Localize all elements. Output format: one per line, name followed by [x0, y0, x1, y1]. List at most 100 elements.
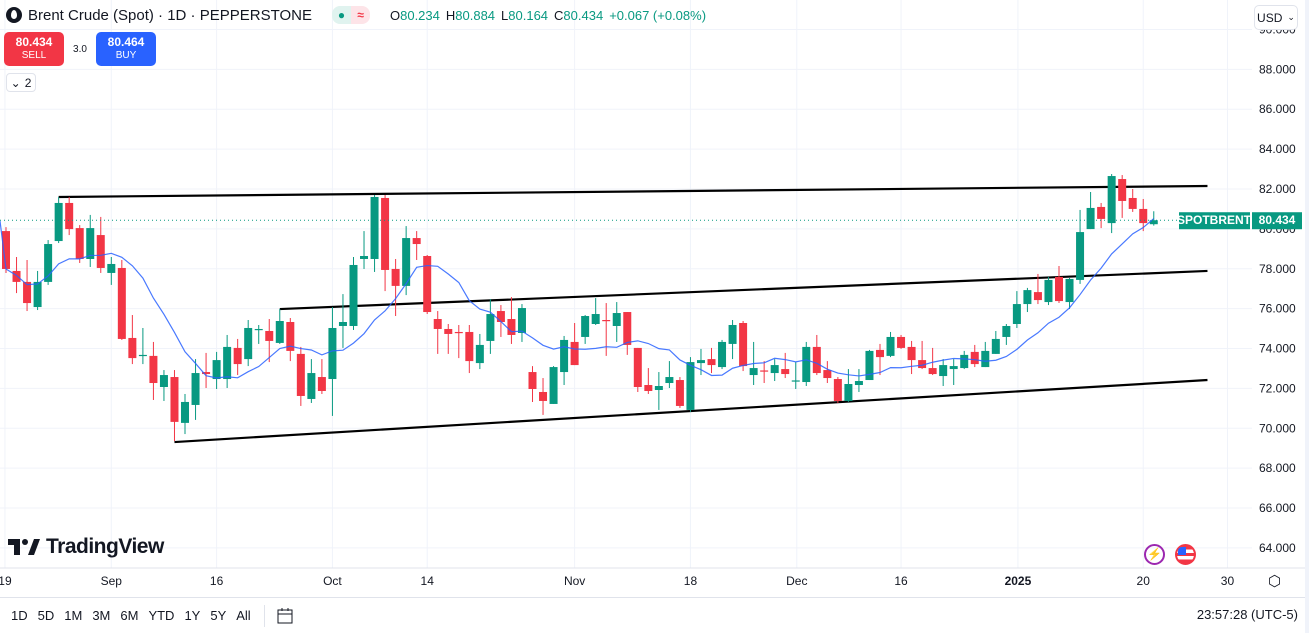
ohlc-item: H80.884 [446, 8, 495, 23]
ohlc-value: 80.234 [400, 7, 440, 23]
chevron-down-icon: ⌄ [1287, 12, 1295, 22]
candle-up [1023, 290, 1032, 305]
candle-up [549, 367, 558, 404]
ohlc-value: +0.067 (+0.08%) [609, 7, 707, 23]
last-price-label-bg [1252, 212, 1302, 230]
candle-down [570, 341, 579, 366]
candle-down [907, 346, 916, 361]
candle-up [275, 321, 284, 343]
ma-line [0, 218, 1155, 379]
calendar-goto-icon[interactable] [275, 606, 295, 626]
candle-up [370, 196, 379, 259]
range-1y[interactable]: 1Y [184, 608, 201, 623]
y-tick-label: 74.000 [1259, 342, 1296, 356]
candle-up [360, 255, 369, 259]
y-tick-label: 70.000 [1259, 421, 1296, 435]
candle-up [949, 366, 958, 370]
tradingview-wordmark: TradingView [46, 535, 164, 558]
settings-hexagon-icon[interactable]: ⬡ [1268, 573, 1282, 590]
currency-select[interactable]: USD ⌄ [1254, 5, 1298, 30]
scrollbar[interactable] [1305, 0, 1309, 633]
sell-label: SELL [21, 50, 47, 61]
candle-down [128, 337, 137, 359]
price-chart[interactable]: 64.000 66.000 68.000 70.000 72.000 74.000 76.0… [0, 0, 1305, 597]
candle-up [191, 373, 200, 405]
candle-up [223, 346, 232, 380]
candle-up [1086, 207, 1095, 230]
candle-up [33, 281, 42, 308]
sell-button[interactable]: 80.434 SELL [4, 32, 64, 66]
buy-price: 80.464 [107, 35, 145, 49]
ohlc-key: L [501, 7, 509, 23]
candle-up [591, 314, 600, 324]
candle-down [897, 336, 906, 348]
symbol-header: Brent Crude (Spot) · 1D · PEPPERSTONE ● … [6, 6, 706, 24]
candle-up [612, 313, 621, 326]
range-5y[interactable]: 5Y [210, 608, 227, 623]
candle-down [391, 268, 400, 286]
axes: 64.000 66.000 68.000 70.000 72.000 74.000 76.0… [0, 22, 1305, 588]
us-flag-event-icon[interactable] [1175, 544, 1196, 565]
chevron-down-icon: ⌄ [10, 75, 21, 90]
tradingview-logo[interactable]: TradingView [8, 535, 164, 559]
x-tick-label: 18 [684, 574, 698, 588]
x-tick-label: Oct [323, 574, 342, 588]
candle-up [686, 362, 695, 410]
indicator-count: 2 [24, 75, 32, 90]
x-tick-label: 19 [0, 574, 12, 588]
range-5d[interactable]: 5D [37, 608, 55, 623]
candle-up [1044, 279, 1053, 303]
range-all[interactable]: All [236, 608, 251, 623]
lightning-event-icon[interactable]: ⚡ [1144, 544, 1165, 565]
market-status[interactable]: ● ≈ [331, 6, 370, 24]
range-1d[interactable]: 1D [11, 608, 28, 623]
candle-up [86, 228, 95, 259]
y-tick-label: 84.000 [1259, 142, 1296, 156]
candle-up [854, 381, 863, 386]
clock[interactable]: 23:57:28 (UTC-5) [1196, 607, 1298, 622]
range-6m[interactable]: 6M [120, 608, 139, 623]
symbol-title[interactable]: Brent Crude (Spot) · 1D · PEPPERSTONE [28, 6, 312, 24]
ohlc-key: H [445, 7, 456, 23]
candle-down [918, 360, 927, 369]
y-tick-label: 66.000 [1259, 501, 1296, 515]
candle-up [718, 341, 727, 368]
candle-down [823, 370, 832, 379]
candles [2, 174, 1158, 442]
delayed-data-icon: ≈ [350, 6, 370, 24]
indicators-toggle[interactable]: ⌄ 2 [6, 73, 36, 92]
candle-down [381, 197, 390, 270]
brent-oil-icon [6, 7, 22, 23]
candle-up [1012, 304, 1021, 324]
moving-average [0, 218, 1155, 379]
currency-value: USD [1257, 10, 1283, 25]
range-1m[interactable]: 1M [64, 608, 83, 623]
candle-up [44, 244, 53, 282]
y-tick-label: 68.000 [1259, 461, 1296, 475]
buy-button[interactable]: 80.464 BUY [96, 32, 156, 66]
candle-up [54, 202, 63, 242]
candle-down [1128, 197, 1137, 209]
x-tick-label: 2025 [1005, 574, 1032, 588]
candle-down [833, 379, 842, 401]
candle-down [75, 228, 84, 259]
candle-up [159, 375, 168, 388]
candle-up [1107, 176, 1116, 224]
range-3m[interactable]: 3M [92, 608, 111, 623]
candle-down [444, 328, 453, 334]
range-ytd[interactable]: YTD [148, 608, 175, 623]
candle-up [181, 401, 190, 423]
candle-down [265, 330, 274, 341]
x-tick-label: 16 [894, 574, 908, 588]
candle-up [802, 346, 811, 383]
candle-up [991, 338, 1000, 354]
candle-down [170, 377, 179, 422]
candle-up [844, 384, 853, 401]
candle-down [12, 270, 21, 282]
y-tick-label: 86.000 [1259, 102, 1296, 116]
candle-down [96, 235, 105, 268]
bottom-toolbar: 1D 5D 1M 3M 6M YTD 1Y 5Y All 23:57:28 (UTC-5) [0, 597, 1305, 633]
candle-up [886, 336, 895, 356]
candle-down [454, 331, 463, 334]
ohlc-value: 80.884 [455, 7, 496, 23]
